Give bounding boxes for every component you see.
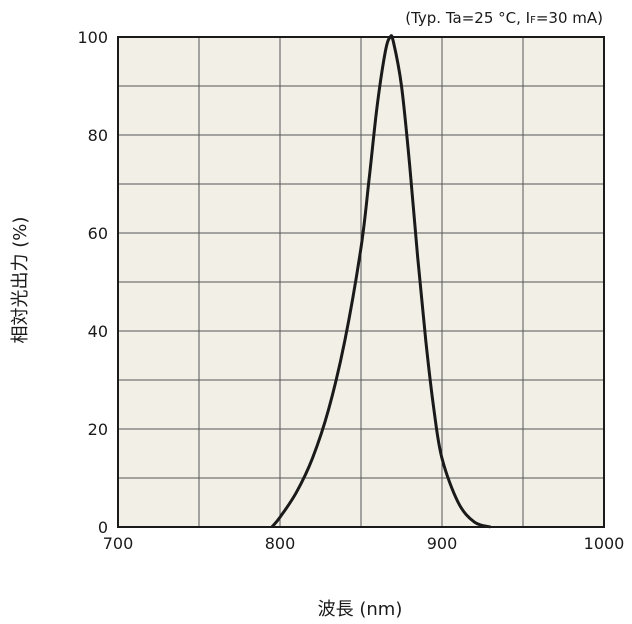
grid-lines xyxy=(118,37,604,527)
condition-suffix: =30 mA) xyxy=(536,9,603,27)
y-tick-label: 100 xyxy=(77,28,108,47)
x-tick-label: 700 xyxy=(103,534,134,553)
x-tick-label: 900 xyxy=(427,534,458,553)
x-tick-labels: 700 800 900 1000 xyxy=(103,534,625,553)
y-tick-label: 40 xyxy=(88,322,108,341)
y-tick-label: 20 xyxy=(88,420,108,439)
condition-prefix: (Typ. Ta=25 °C, I xyxy=(405,9,530,27)
condition-subscript: F xyxy=(530,15,536,26)
measurement-condition: (Typ. Ta=25 °C, IF=30 mA) xyxy=(405,9,603,27)
y-tick-label: 60 xyxy=(88,224,108,243)
y-tick-label: 80 xyxy=(88,126,108,145)
y-tick-label: 0 xyxy=(98,518,108,537)
x-tick-label: 1000 xyxy=(584,534,625,553)
y-axis-label: 相対光出力 (%) xyxy=(10,217,31,344)
plot-frame xyxy=(117,36,605,528)
x-tick-label: 800 xyxy=(265,534,296,553)
y-tick-labels: 0 20 40 60 80 100 xyxy=(77,28,108,537)
x-axis-label: 波長 (nm) xyxy=(318,599,403,620)
